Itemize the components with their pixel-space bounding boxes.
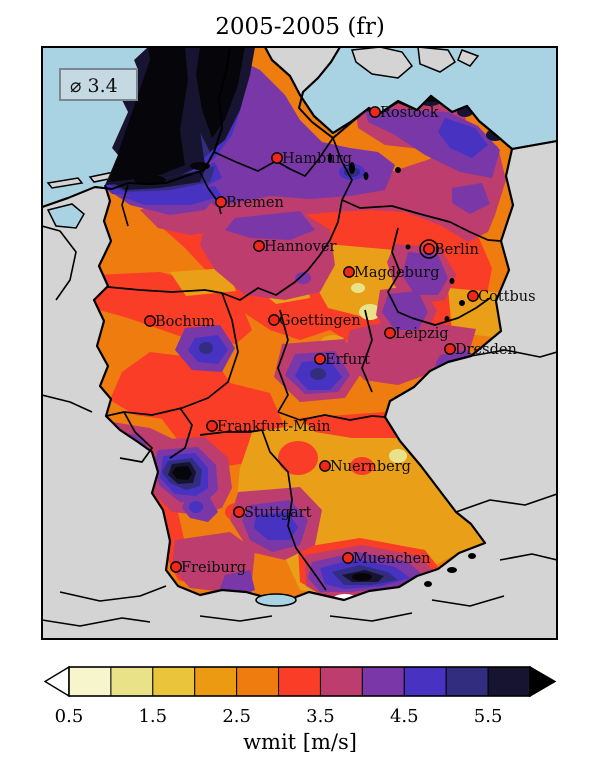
- city-marker-leipzig: [384, 327, 396, 339]
- city-marker-rostock: [369, 106, 381, 118]
- city-marker-bochum: [144, 315, 156, 327]
- colorbar-label: wmit [m/s]: [243, 730, 357, 754]
- city-label-leipzig: Leipzig: [395, 326, 449, 342]
- state-borders: [105, 137, 502, 591]
- city-marker-stuttgart: [233, 506, 245, 518]
- city-label-freiburg: Freiburg: [181, 560, 246, 576]
- city-marker-berlin: [423, 243, 435, 255]
- colorbar: 0.5 1.5 2.5 3.5 4.5 5.5 wmit [m/s]: [43, 665, 557, 754]
- colorbar-ticks: 0.5 1.5 2.5 3.5 4.5 5.5: [55, 706, 503, 727]
- colorbar-segment-1: [110, 666, 154, 697]
- city-label-berlin: Berlin: [434, 242, 479, 258]
- average-box: ⌀ 3.4: [59, 68, 138, 101]
- colorbar-segment-3: [194, 666, 238, 697]
- city-label-muenchen: Muenchen: [353, 551, 430, 567]
- average-value: ⌀ 3.4: [70, 75, 118, 97]
- figure-title: 2005-2005 (fr): [215, 14, 385, 40]
- colorbar-segment-4: [236, 666, 280, 697]
- city-label-nuernberg: Nuernberg: [330, 459, 411, 475]
- city-label-bremen: Bremen: [226, 195, 284, 211]
- colorbar-tick-3.5: 3.5: [306, 706, 335, 727]
- city-marker-goettingen: [268, 314, 280, 326]
- colorbar-outline: [68, 666, 531, 697]
- city-marker-cottbus: [467, 290, 479, 302]
- city-markers: Rostock Hamburg Bremen Hannover Berlin Magdeb…: [144, 105, 536, 576]
- colorbar-tick-0.5: 0.5: [55, 706, 84, 727]
- colorbar-tick-4.5: 4.5: [390, 706, 419, 727]
- colorbar-segment-7: [361, 666, 405, 697]
- city-label-rostock: Rostock: [380, 105, 439, 121]
- city-marker-freiburg: [170, 561, 182, 573]
- map-frame: [41, 46, 558, 640]
- colorbar-segment-0: [68, 666, 112, 697]
- city-marker-hamburg: [271, 152, 283, 164]
- city-label-bochum: Bochum: [155, 314, 215, 330]
- city-marker-erfurt: [314, 353, 326, 365]
- city-label-erfurt: Erfurt: [325, 352, 370, 368]
- city-label-goettingen: Goettingen: [279, 313, 361, 329]
- colorbar-segment-2: [152, 666, 196, 697]
- colorbar-segment-10: [487, 666, 531, 697]
- colorbar-segment-8: [403, 666, 447, 697]
- colorbar-under-arrow: [43, 665, 70, 698]
- foreign-borders: [42, 171, 557, 627]
- colorbar-segments: [68, 666, 531, 697]
- germany-border: [92, 47, 515, 602]
- colorbar-tick-5.5: 5.5: [474, 706, 503, 727]
- city-marker-nuernberg: [319, 460, 331, 472]
- city-label-dresden: Dresden: [455, 342, 517, 358]
- city-label-stuttgart: Stuttgart: [244, 505, 312, 521]
- city-label-hannover: Hannover: [264, 239, 336, 255]
- city-marker-frankfurt-main: [206, 420, 218, 432]
- city-marker-hannover: [253, 240, 265, 252]
- colorbar-segment-5: [278, 666, 321, 697]
- city-label-magdeburg: Magdeburg: [354, 265, 439, 281]
- lakes: [328, 153, 476, 587]
- city-label-hamburg: Hamburg: [282, 151, 352, 167]
- city-marker-bremen: [215, 196, 227, 208]
- city-label-frankfurt-main: Frankfurt-Main: [217, 419, 331, 435]
- colorbar-segment-9: [445, 666, 489, 697]
- colorbar-tick-1.5: 1.5: [138, 706, 167, 727]
- city-marker-dresden: [444, 343, 456, 355]
- colorbar-over-arrow: [529, 665, 557, 698]
- city-marker-magdeburg: [343, 266, 355, 278]
- city-label-cottbus: Cottbus: [478, 289, 536, 305]
- lake-constance: [255, 593, 297, 607]
- city-marker-muenchen: [342, 552, 354, 564]
- ijsselmeer-lake: [46, 203, 85, 229]
- colorbar-tick-2.5: 2.5: [222, 706, 251, 727]
- colorbar-segment-6: [319, 666, 363, 697]
